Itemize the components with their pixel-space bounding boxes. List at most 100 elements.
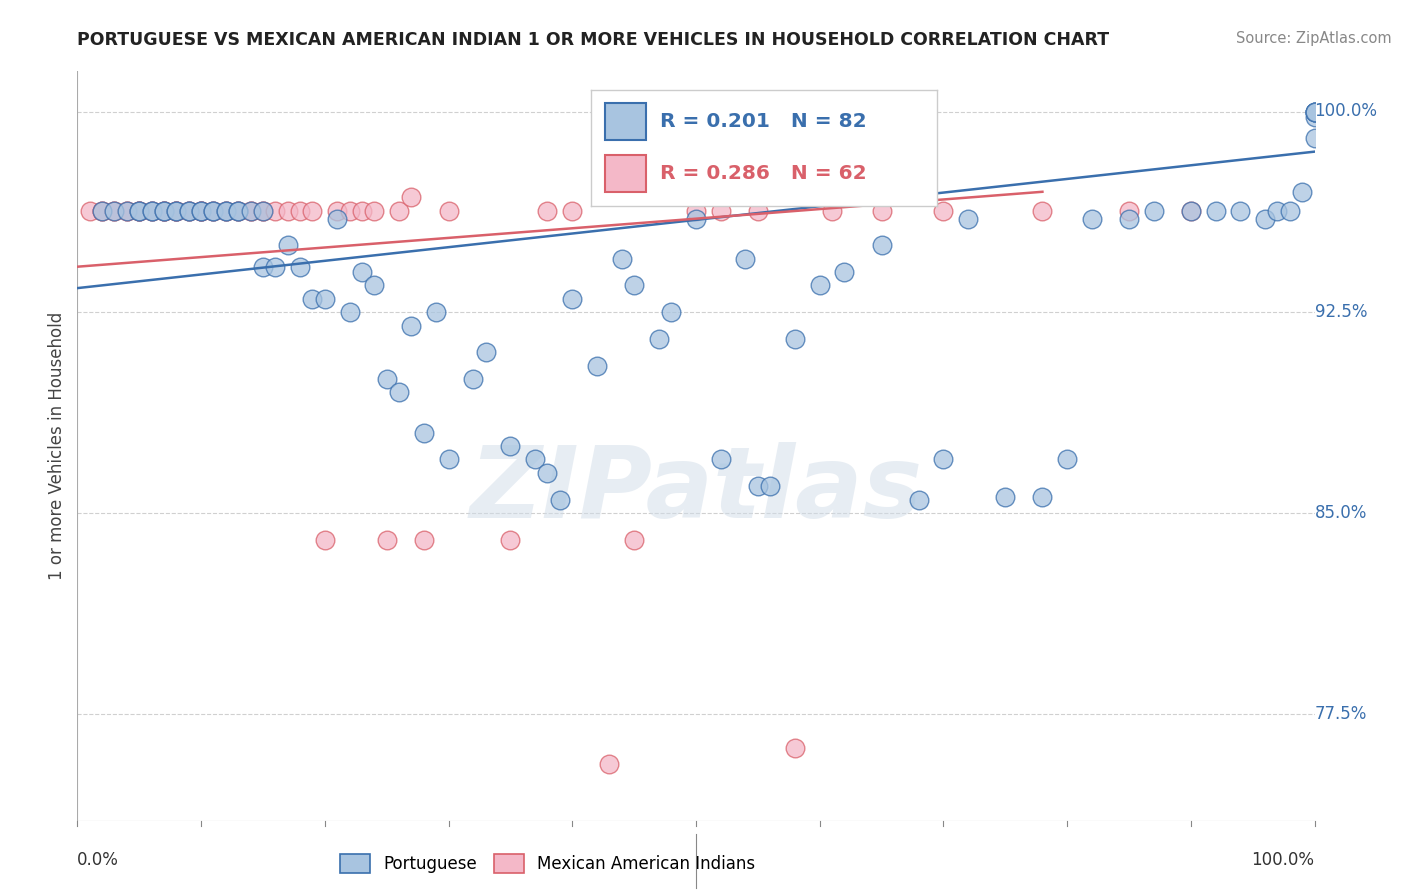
Point: [288, 203, 311, 218]
Point: [1303, 104, 1326, 119]
Point: [685, 203, 707, 218]
Point: [747, 479, 769, 493]
Point: [1031, 203, 1053, 218]
Point: [177, 203, 200, 218]
Point: [1031, 490, 1053, 504]
Point: [1303, 104, 1326, 119]
Point: [190, 203, 212, 218]
Point: [401, 190, 423, 204]
Point: [190, 203, 212, 218]
Point: [215, 203, 238, 218]
Point: [375, 372, 398, 386]
Point: [252, 203, 274, 218]
Point: [623, 533, 645, 547]
Point: [226, 203, 249, 218]
Point: [165, 203, 187, 218]
Point: [326, 203, 349, 218]
Point: [115, 203, 138, 218]
Point: [103, 203, 125, 218]
Point: [128, 203, 150, 218]
Point: [350, 203, 373, 218]
Point: [141, 203, 163, 218]
Point: [1291, 185, 1313, 199]
Point: [153, 203, 176, 218]
Point: [153, 203, 176, 218]
Point: [388, 203, 411, 218]
Point: [710, 203, 733, 218]
Point: [239, 203, 262, 218]
Point: [277, 238, 299, 252]
Point: [1081, 211, 1104, 226]
Point: [301, 292, 323, 306]
Point: [499, 439, 522, 453]
Point: [165, 203, 187, 218]
Text: 100.0%: 100.0%: [1315, 103, 1378, 120]
Point: [536, 203, 558, 218]
Point: [141, 203, 163, 218]
Text: 77.5%: 77.5%: [1315, 705, 1367, 723]
Point: [1118, 203, 1140, 218]
Point: [907, 492, 929, 507]
Point: [202, 203, 225, 218]
Point: [870, 238, 893, 252]
Point: [91, 203, 114, 218]
Point: [499, 533, 522, 547]
Point: [91, 203, 114, 218]
Point: [141, 203, 163, 218]
Point: [103, 203, 125, 218]
Point: [215, 203, 238, 218]
Point: [363, 278, 385, 293]
Point: [1303, 131, 1326, 145]
Point: [326, 211, 349, 226]
Point: [536, 466, 558, 480]
Point: [226, 203, 249, 218]
Point: [115, 203, 138, 218]
Point: [264, 203, 287, 218]
Point: [277, 203, 299, 218]
Point: [301, 203, 323, 218]
Point: [252, 203, 274, 218]
Point: [1254, 211, 1277, 226]
Point: [165, 203, 187, 218]
Point: [412, 533, 434, 547]
Point: [215, 203, 238, 218]
Y-axis label: 1 or more Vehicles in Household: 1 or more Vehicles in Household: [48, 312, 66, 580]
Point: [202, 203, 225, 218]
Point: [1180, 203, 1202, 218]
Point: [103, 203, 125, 218]
Point: [685, 211, 707, 226]
Point: [252, 203, 274, 218]
Point: [659, 305, 682, 319]
Point: [821, 203, 844, 218]
Text: 100.0%: 100.0%: [1251, 851, 1315, 869]
Point: [648, 332, 671, 346]
Point: [141, 203, 163, 218]
Point: [239, 203, 262, 218]
Point: [388, 385, 411, 400]
Point: [314, 292, 336, 306]
Point: [1303, 110, 1326, 124]
Point: [190, 203, 212, 218]
Point: [747, 203, 769, 218]
Point: [202, 203, 225, 218]
Point: [153, 203, 176, 218]
Point: [474, 345, 496, 359]
Point: [177, 203, 200, 218]
Point: [288, 260, 311, 274]
Point: [957, 211, 980, 226]
Point: [561, 203, 583, 218]
Text: 92.5%: 92.5%: [1315, 303, 1367, 321]
Point: [190, 203, 212, 218]
Point: [783, 741, 806, 756]
Point: [165, 203, 187, 218]
Point: [264, 260, 287, 274]
Text: 85.0%: 85.0%: [1315, 504, 1367, 522]
Point: [128, 203, 150, 218]
Point: [710, 452, 733, 467]
Point: [177, 203, 200, 218]
Legend: Portuguese, Mexican American Indians: Portuguese, Mexican American Indians: [333, 847, 762, 880]
Point: [202, 203, 225, 218]
Text: Source: ZipAtlas.com: Source: ZipAtlas.com: [1236, 31, 1392, 46]
Point: [115, 203, 138, 218]
Point: [79, 203, 101, 218]
